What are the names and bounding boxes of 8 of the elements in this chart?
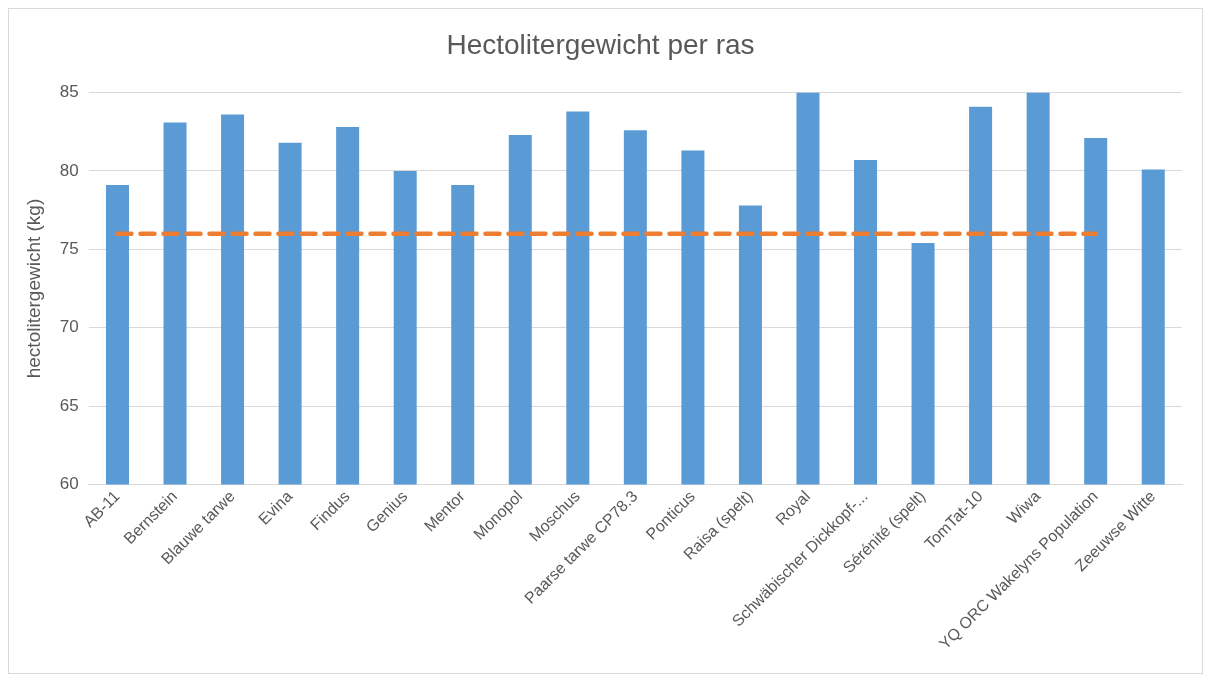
y-axis-title: hectolitergewicht (kg) [22,198,44,379]
y-tick-label: 65 [59,395,79,415]
y-tick-label: 80 [59,160,79,180]
y-tick-label: 85 [59,82,79,102]
y-tick-label: 60 [59,474,79,494]
y-tick-label: 75 [59,239,79,259]
y-tick-label: 70 [59,317,79,337]
chart-title: Hectolitergewicht per ras [446,28,755,60]
